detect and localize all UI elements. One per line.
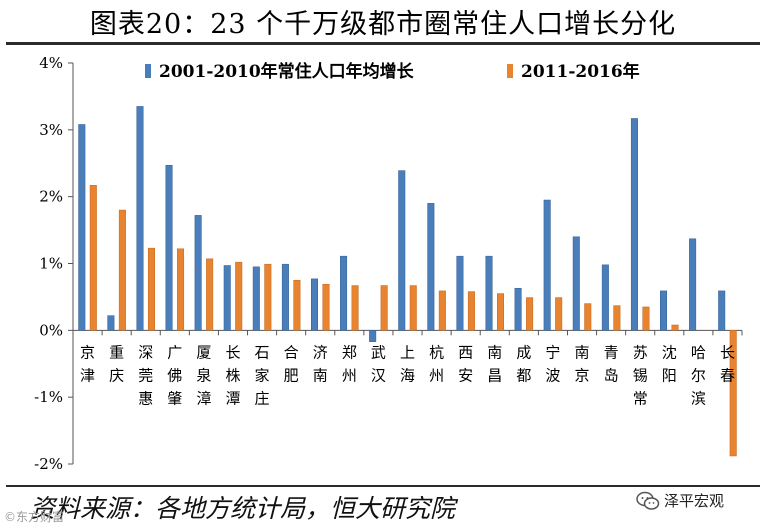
x-category-label: 合肥 — [284, 343, 299, 384]
bar-2011-2016 — [206, 259, 213, 331]
bar-2011-2016 — [119, 210, 126, 330]
bar-2011-2016 — [439, 291, 446, 330]
bar-2011-2016 — [323, 284, 330, 330]
bar-2011-2016 — [381, 286, 388, 331]
x-category-label: 厦泉漳 — [196, 343, 211, 407]
bar-2011-2016 — [410, 286, 417, 331]
chart-title: 图表20：23 个千万级都市圈常住人口增长分化 — [0, 2, 766, 41]
bar-2011-2016 — [643, 307, 650, 330]
x-category-label: 郑州 — [342, 343, 357, 384]
bar-2001-2010 — [311, 279, 318, 330]
bar-2011-2016 — [148, 248, 155, 330]
legend-label: 2001-2010年常住人口年均增长 — [159, 61, 415, 82]
bar-2011-2016 — [555, 298, 562, 331]
bar-2001-2010 — [515, 288, 522, 330]
bar-2001-2010 — [660, 291, 667, 330]
bar-2011-2016 — [468, 292, 475, 331]
x-category-label: 宁波 — [545, 343, 560, 384]
bar-2011-2016 — [497, 294, 504, 331]
bar-2001-2010 — [631, 118, 638, 330]
x-category-label: 深莞惠 — [138, 343, 153, 407]
bar-2001-2010 — [79, 124, 86, 330]
title-divider — [6, 42, 760, 45]
bar-2001-2010 — [573, 237, 580, 331]
bar-2011-2016 — [672, 325, 679, 330]
x-category-label: 上海 — [400, 343, 415, 384]
bar-2001-2010 — [369, 330, 376, 341]
x-category-label: 杭州 — [429, 343, 444, 384]
x-category-label: 沈阳 — [662, 343, 677, 384]
bar-2001-2010 — [108, 316, 115, 331]
bar-2001-2010 — [689, 239, 696, 331]
x-category-label: 南京 — [575, 343, 590, 384]
bar-2001-2010 — [602, 265, 609, 330]
bar-2011-2016 — [235, 262, 242, 330]
y-tick-label: -2% — [34, 455, 63, 473]
bar-2011-2016 — [177, 249, 184, 331]
bar-2001-2010 — [195, 215, 202, 330]
y-tick-label: 1% — [39, 255, 63, 273]
watermark-text: ©东方财富 — [4, 508, 64, 525]
wechat-icon — [636, 491, 660, 511]
bar-2001-2010 — [544, 200, 551, 330]
bar-2001-2010 — [718, 291, 725, 330]
y-tick-label: 2% — [39, 188, 63, 206]
bar-2001-2010 — [253, 267, 260, 330]
y-tick-label: 4% — [39, 54, 63, 72]
bar-2011-2016 — [90, 185, 97, 330]
x-category-label: 长株潭 — [225, 343, 240, 407]
bar-2011-2016 — [294, 280, 301, 330]
bar-2001-2010 — [428, 203, 435, 330]
bar-2001-2010 — [282, 264, 289, 330]
bar-2001-2010 — [457, 256, 464, 330]
x-category-label: 武汉 — [371, 343, 386, 384]
source-note: 资料来源：各地方统计局，恒大研究院 — [30, 489, 455, 525]
brand-name: 泽平宏观 — [664, 490, 724, 511]
x-category-label: 京津 — [80, 343, 95, 384]
bar-2011-2016 — [265, 264, 272, 330]
legend-swatch — [145, 64, 151, 78]
bar-chart: 4% 3% 2% 1% 0% -1% -2% 京津重庆深莞惠广佛肇厦泉漳长株潭石家庄合肥济南郑… — [0, 46, 766, 480]
x-category-label: 苏锡常 — [633, 343, 648, 407]
bar-2011-2016 — [614, 306, 621, 331]
y-tick-label: 3% — [39, 121, 63, 139]
x-category-label: 广佛肇 — [167, 343, 182, 407]
legend-swatch — [507, 64, 513, 78]
bar-2001-2010 — [399, 171, 406, 331]
x-category-label: 哈尔滨 — [691, 343, 706, 407]
bar-2001-2010 — [340, 256, 347, 330]
x-category-label: 济南 — [313, 343, 328, 384]
bar-2011-2016 — [526, 298, 533, 331]
x-category-label: 重庆 — [109, 343, 124, 384]
bar-2011-2016 — [352, 286, 359, 331]
bar-2001-2010 — [486, 256, 493, 330]
legend-label: 2011-2016年 — [521, 61, 640, 82]
x-category-label: 石家庄 — [255, 343, 270, 407]
x-category-label: 成都 — [516, 343, 531, 384]
footer-divider — [6, 485, 760, 487]
x-category-label: 青岛 — [604, 343, 619, 384]
x-category-label: 西安 — [458, 343, 473, 384]
wechat-brand: 泽平宏观 — [636, 490, 724, 511]
bar-2001-2010 — [137, 106, 144, 330]
y-tick-label: -1% — [34, 388, 63, 406]
bar-2001-2010 — [166, 165, 173, 330]
x-category-label: 南昌 — [487, 343, 502, 384]
y-tick-label: 0% — [39, 321, 63, 339]
bar-2011-2016 — [585, 304, 592, 331]
bar-2001-2010 — [224, 266, 231, 331]
